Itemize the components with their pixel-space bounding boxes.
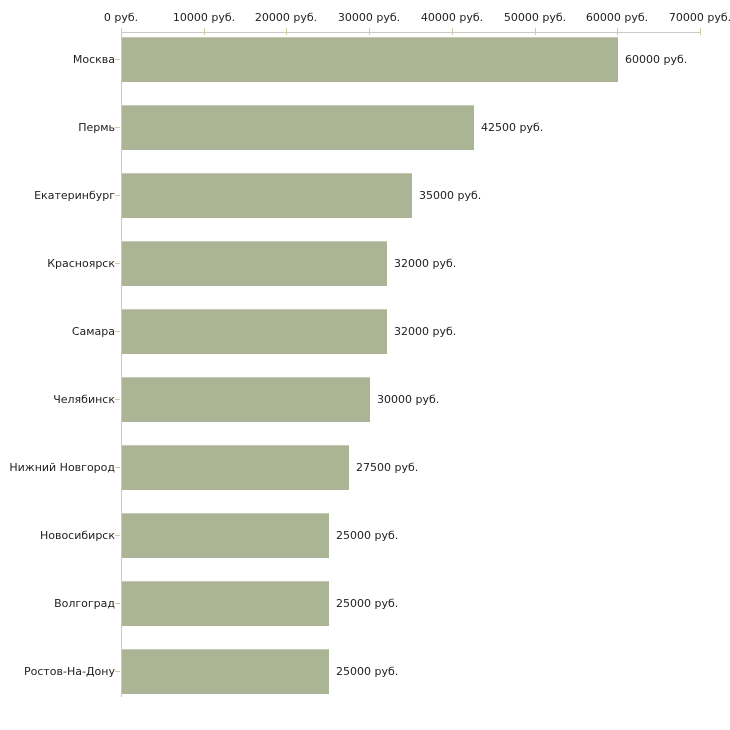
category-tick: [115, 467, 120, 468]
category-tick: [115, 535, 120, 536]
x-axis-tick: [452, 28, 453, 35]
x-axis-tick-label: 50000 руб.: [503, 11, 567, 24]
x-axis-tick: [369, 28, 370, 35]
value-label: 30000 руб.: [377, 393, 440, 406]
category-tick: [115, 399, 120, 400]
category-label: Красноярск: [47, 257, 115, 270]
x-axis-tick: [121, 28, 122, 35]
category-tick: [115, 331, 120, 332]
x-axis-tick: [535, 28, 536, 35]
x-axis-tick-label: 30000 руб.: [337, 11, 401, 24]
value-label: 25000 руб.: [336, 529, 399, 542]
value-label: 27500 руб.: [356, 461, 419, 474]
x-axis-tick-label: 0 руб.: [103, 11, 139, 24]
category-tick: [115, 195, 120, 196]
x-axis-tick: [286, 28, 287, 35]
x-axis-tick: [204, 28, 205, 35]
x-axis-tick-label: 10000 руб.: [172, 11, 236, 24]
bar: [122, 513, 329, 558]
category-tick: [115, 127, 120, 128]
bar: [122, 173, 412, 218]
x-axis-tick-label: 60000 руб.: [585, 11, 649, 24]
value-label: 32000 руб.: [394, 325, 457, 338]
bar: [122, 37, 618, 82]
bar: [122, 581, 329, 626]
category-label: Новосибирск: [39, 529, 115, 542]
value-label: 60000 руб.: [625, 53, 688, 66]
x-axis-tick-label: 70000 руб.: [668, 11, 730, 24]
category-tick: [115, 263, 120, 264]
category-label: Москва: [72, 53, 115, 66]
bar: [122, 445, 349, 490]
value-label: 35000 руб.: [419, 189, 482, 202]
category-label: Челябинск: [53, 393, 115, 406]
x-axis-line: [121, 32, 701, 33]
value-label: 32000 руб.: [394, 257, 457, 270]
value-label: 25000 руб.: [336, 597, 399, 610]
category-label: Пермь: [78, 121, 115, 134]
x-axis-tick-label: 20000 руб.: [254, 11, 318, 24]
category-label: Нижний Новгород: [9, 461, 115, 474]
bar: [122, 649, 329, 694]
bar: [122, 241, 387, 286]
value-label: 42500 руб.: [481, 121, 544, 134]
bar: [122, 309, 387, 354]
bar: [122, 105, 474, 150]
category-label: Волгоград: [54, 597, 115, 610]
category-tick: [115, 671, 120, 672]
category-label: Самара: [71, 325, 115, 338]
x-axis-tick: [700, 28, 701, 35]
x-axis-tick-label: 40000 руб.: [420, 11, 484, 24]
x-axis-tick: [617, 28, 618, 35]
bar: [122, 377, 370, 422]
category-tick: [115, 59, 120, 60]
category-label: Екатеринбург: [34, 189, 115, 202]
y-axis-line: [121, 32, 122, 697]
category-label: Ростов-На-Дону: [23, 665, 115, 678]
category-tick: [115, 603, 120, 604]
value-label: 25000 руб.: [336, 665, 399, 678]
